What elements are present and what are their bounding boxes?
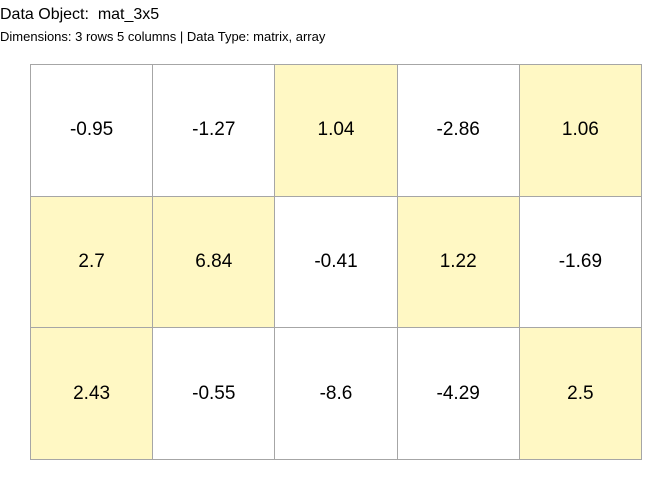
matrix-cell: 2.7	[31, 196, 154, 329]
matrix-cell: -0.55	[153, 328, 276, 460]
page-subtitle: Dimensions: 3 rows 5 columns | Data Type…	[0, 29, 326, 44]
matrix-cell: -4.29	[397, 328, 520, 460]
matrix-cell: 2.5	[519, 328, 642, 460]
matrix-cell: -0.95	[31, 65, 154, 197]
matrix-cell: -1.69	[519, 196, 642, 329]
matrix-cell: 1.04	[275, 65, 398, 197]
matrix-cell: 2.43	[31, 328, 154, 460]
matrix-cell: -8.6	[275, 328, 398, 460]
matrix-cell: 1.06	[519, 65, 642, 197]
matrix-cell: -1.27	[153, 65, 276, 197]
matrix-cell: 6.84	[153, 196, 276, 329]
page-title: Data Object: mat_3x5	[0, 6, 160, 23]
matrix-cell: 1.22	[397, 196, 520, 329]
matrix-cell: -2.86	[397, 65, 520, 197]
matrix-cell: -0.41	[275, 196, 398, 329]
matrix-grid: -0.95 -1.27 1.04 -2.86 1.06 2.7 6.84 -0.…	[30, 64, 642, 460]
